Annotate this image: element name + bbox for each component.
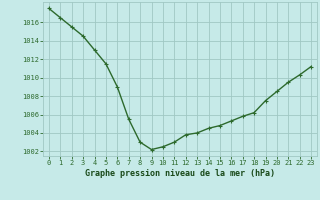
X-axis label: Graphe pression niveau de la mer (hPa): Graphe pression niveau de la mer (hPa) <box>85 169 275 178</box>
